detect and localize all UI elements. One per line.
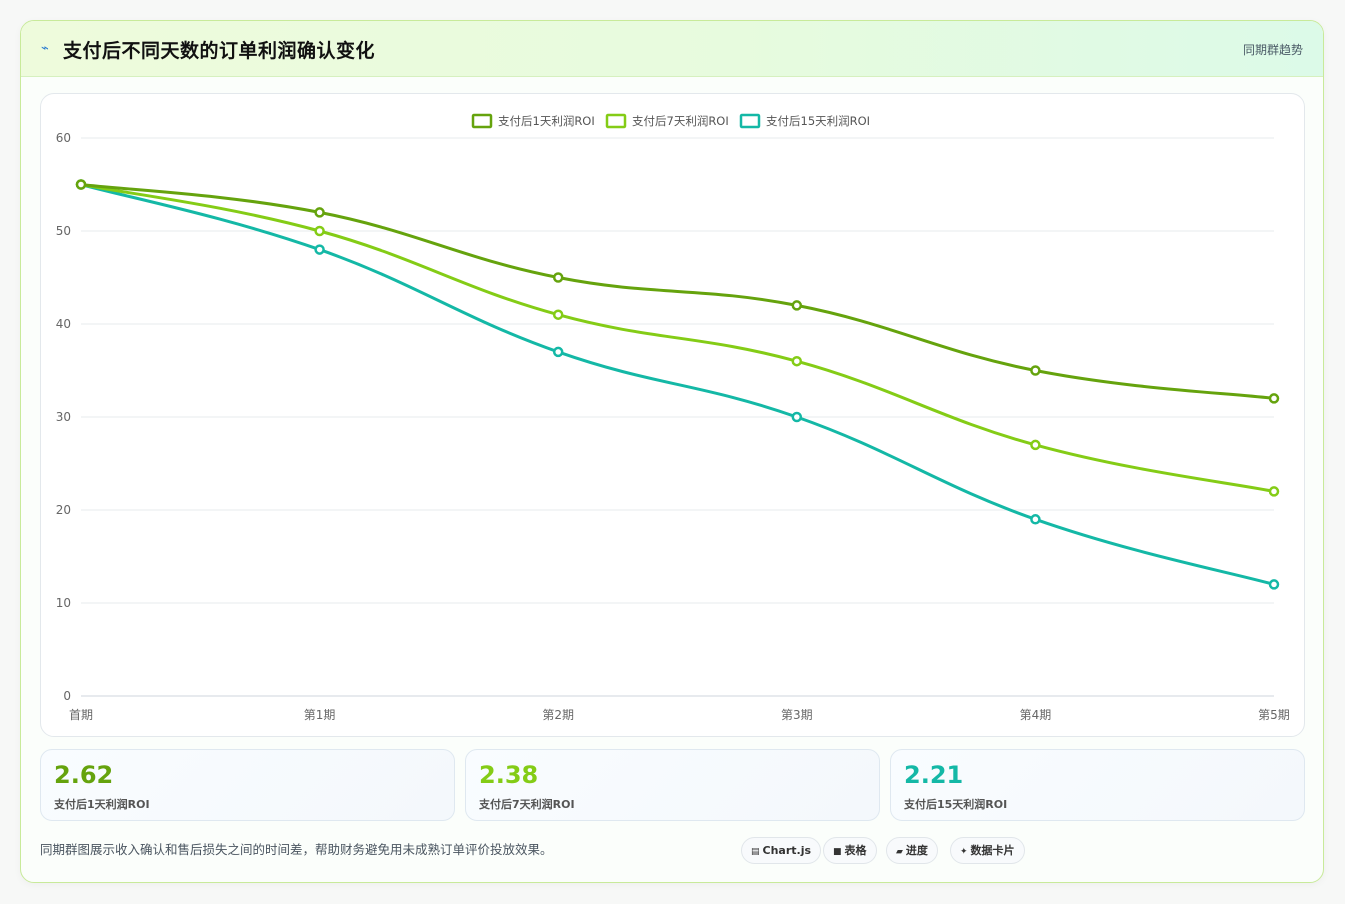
y-tick-label: 60 [56, 131, 71, 145]
stat-value: 2.62 [54, 761, 114, 789]
series-line [80, 183, 1275, 493]
y-tick-label: 30 [56, 410, 71, 424]
pill-label: 数据卡片 [970, 844, 1015, 857]
stat-value: 2.38 [479, 761, 539, 789]
y-tick-label: 20 [56, 503, 71, 517]
chart-icon: ▤ [751, 847, 760, 857]
series-line [80, 183, 1275, 586]
x-tick-label: 第2期 [542, 708, 574, 722]
progress-icon: ▰ [896, 847, 903, 857]
data-point [1030, 514, 1041, 525]
stat-value: 2.21 [904, 761, 964, 789]
data-point [791, 411, 803, 423]
line-chart: 0 10 20 30 40 50 60 首期 第1期 第2期 第3期 第4期 第5期 支付后1天利润ROI… [56, 113, 1290, 722]
footer-note: 同期群图展示收入确认和售后损失之间的时间差，帮助财务避免用未成熟订单评价投放效果… [40, 842, 553, 857]
data-point [314, 225, 325, 237]
x-tick-label: 第1期 [304, 708, 336, 722]
stat-card-1d: 2.62 支付后1天利润ROI [40, 749, 455, 821]
data-point [314, 207, 325, 218]
y-tick-label: 50 [56, 224, 71, 238]
data-point [552, 309, 564, 320]
stat-label: 支付后1天利润ROI [54, 798, 150, 811]
data-point [791, 355, 803, 367]
data-point [552, 346, 564, 358]
data-point [314, 244, 325, 255]
pill-label: Chart.js [762, 844, 812, 857]
data-point [1268, 393, 1280, 404]
stat-label: 支付后15天利润ROI [904, 798, 1008, 811]
header-tag: 同期群趋势 [1242, 43, 1303, 57]
data-point [1030, 365, 1041, 376]
y-tick-label: 40 [56, 317, 71, 331]
x-tick-label: 首期 [69, 708, 93, 722]
x-tick-label: 第5期 [1258, 708, 1290, 722]
legend-swatch [471, 113, 493, 129]
data-point [75, 179, 87, 190]
card-title: 支付后不同天数的订单利润确认变化 [63, 40, 376, 62]
chartjs-pill[interactable]: ▤ Chart.js [741, 837, 822, 864]
legend-label: 支付后15天利润ROI [766, 114, 870, 128]
data-point [1268, 486, 1280, 497]
series-line [80, 183, 1275, 400]
data-card-pill[interactable]: ✦ 数据卡片 [950, 837, 1025, 864]
chart-card: ⌁ 支付后不同天数的订单利润确认变化 同期群趋势 0 10 20 30 40 50 60 首期… [20, 20, 1324, 883]
legend-label: 支付后7天利润ROI [632, 114, 729, 128]
table-icon: ■ [833, 847, 842, 857]
y-tick-label: 10 [56, 596, 71, 610]
card-header: ⌁ 支付后不同天数的订单利润确认变化 同期群趋势 [21, 21, 1323, 77]
chart-container: 0 10 20 30 40 50 60 首期 第1期 第2期 第3期 第4期 第5期 支付后1天利润ROI… [40, 93, 1305, 737]
stat-label: 支付后7天利润ROI [479, 798, 575, 811]
stat-card-7d: 2.38 支付后7天利润ROI [465, 749, 880, 821]
table-pill[interactable]: ■ 表格 [823, 837, 877, 864]
legend-swatch [605, 113, 627, 129]
data-point [1268, 579, 1280, 590]
progress-pill[interactable]: ▰ 进度 [886, 837, 938, 864]
data-point [791, 300, 803, 311]
y-tick-label: 0 [63, 689, 71, 703]
x-tick-label: 第3期 [781, 708, 813, 722]
data-point [552, 272, 564, 283]
legend-label: 支付后1天利润ROI [498, 114, 595, 128]
lightning-icon: ⌁ [41, 41, 49, 56]
pill-label: 进度 [905, 844, 928, 857]
data-point [1030, 439, 1041, 451]
card-icon: ✦ [960, 847, 968, 857]
legend-swatch [739, 113, 761, 129]
x-tick-label: 第4期 [1020, 708, 1052, 722]
stat-card-15d: 2.21 支付后15天利润ROI [890, 749, 1305, 821]
pill-label: 表格 [844, 844, 867, 857]
